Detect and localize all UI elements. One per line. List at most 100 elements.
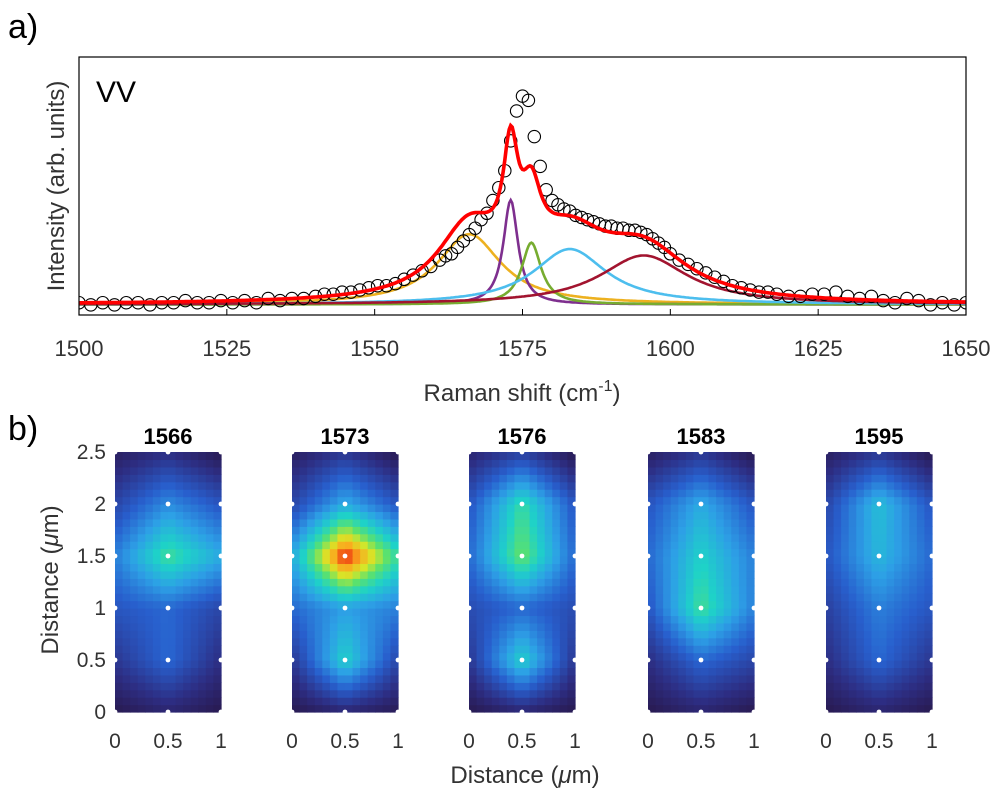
heat-cell <box>145 489 154 498</box>
heat-cell <box>499 489 508 498</box>
heat-cell <box>731 608 740 617</box>
heat-cell <box>879 570 888 579</box>
heat-cell <box>529 608 538 617</box>
heat-cell <box>198 489 207 498</box>
heat-cell <box>367 511 376 520</box>
heat-cell <box>307 689 316 698</box>
map-title-1573: 1573 <box>321 424 370 449</box>
heat-cell <box>382 556 392 565</box>
heat-cell <box>529 481 538 490</box>
x-tick-label: 1575 <box>498 336 547 361</box>
heat-cell <box>122 689 131 698</box>
heat-cell <box>826 518 835 527</box>
heat-cell <box>322 593 331 602</box>
heat-cell <box>130 674 139 683</box>
panel-a-label: a) <box>8 8 38 46</box>
heat-cell <box>345 541 354 550</box>
heat-cell <box>685 570 695 579</box>
heat-cell <box>183 474 192 483</box>
heat-cell <box>648 504 657 513</box>
heat-cell <box>307 570 316 579</box>
heat-cell <box>360 474 369 483</box>
sample-point <box>572 501 578 507</box>
heat-cell <box>655 474 664 483</box>
heat-cell <box>145 474 154 483</box>
heat-cell <box>841 556 850 565</box>
heat-cell <box>909 466 918 475</box>
heat-cell <box>871 585 880 594</box>
heat-cell <box>529 511 538 520</box>
heat-cell <box>738 630 748 639</box>
heat-cell <box>537 504 546 513</box>
heat-cell <box>848 563 857 572</box>
heat-cell <box>190 652 199 661</box>
sample-point <box>395 449 401 455</box>
heat-cell <box>476 652 485 661</box>
heat-cell <box>484 556 493 565</box>
heat-cell <box>329 600 339 609</box>
heat-cell <box>469 637 478 646</box>
heat-cell <box>382 697 392 706</box>
heat-cell <box>552 452 561 461</box>
heat-cell <box>663 682 672 691</box>
heat-cell <box>879 704 888 713</box>
heat-cell <box>345 459 354 468</box>
heat-cell <box>190 570 199 579</box>
heat-cell <box>826 570 835 579</box>
heat-cell <box>130 608 139 617</box>
map-y-label-suffix: m) <box>37 505 64 533</box>
heat-cell <box>491 608 500 617</box>
heat-cell <box>879 474 888 483</box>
heat-cell <box>345 585 354 594</box>
heat-cell <box>522 504 531 513</box>
heat-cell <box>292 563 301 572</box>
heat-cell <box>213 474 222 483</box>
heat-cell <box>693 548 702 557</box>
map-y-tick-label: 0.5 <box>77 649 106 672</box>
heat-cell <box>307 660 316 669</box>
heat-cell <box>655 660 664 669</box>
heat-cell <box>916 630 926 639</box>
heat-cell <box>552 608 561 617</box>
heat-cell <box>678 504 687 513</box>
heat-cell <box>322 541 331 550</box>
heat-cell <box>213 481 222 490</box>
heat-cell <box>848 541 857 550</box>
heat-cell <box>314 518 323 527</box>
heat-cell <box>160 526 169 535</box>
heat-cell <box>529 630 538 639</box>
heat-cell <box>708 459 717 468</box>
heat-cell <box>663 674 672 683</box>
heat-cell <box>190 563 199 572</box>
heat-cell <box>469 645 478 654</box>
heat-cell <box>529 645 538 654</box>
sample-point <box>218 553 224 559</box>
heat-cell <box>746 600 755 609</box>
heat-cell <box>894 489 903 498</box>
heat-cell <box>122 466 131 475</box>
heat-cell <box>746 563 755 572</box>
heat-cell <box>160 496 169 505</box>
heat-cell <box>894 615 903 624</box>
heat-cell <box>329 615 339 624</box>
heat-cell <box>175 608 184 617</box>
sample-point <box>218 709 224 715</box>
heat-cell <box>693 682 702 691</box>
heat-cell <box>924 474 933 483</box>
heat-cell <box>738 466 748 475</box>
heat-cell <box>901 556 910 565</box>
heat-cell <box>685 548 695 557</box>
heat-cell <box>663 496 672 505</box>
heat-cell <box>701 593 710 602</box>
heat-cell <box>352 652 361 661</box>
heat-cell <box>537 459 546 468</box>
heat-cell <box>469 541 478 550</box>
heat-cell <box>160 615 169 624</box>
heat-cell <box>559 667 569 676</box>
heat-cell <box>841 667 850 676</box>
heat-cell <box>826 593 835 602</box>
heat-cell <box>213 660 222 669</box>
heat-cell <box>559 645 569 654</box>
heat-cell <box>375 452 384 461</box>
